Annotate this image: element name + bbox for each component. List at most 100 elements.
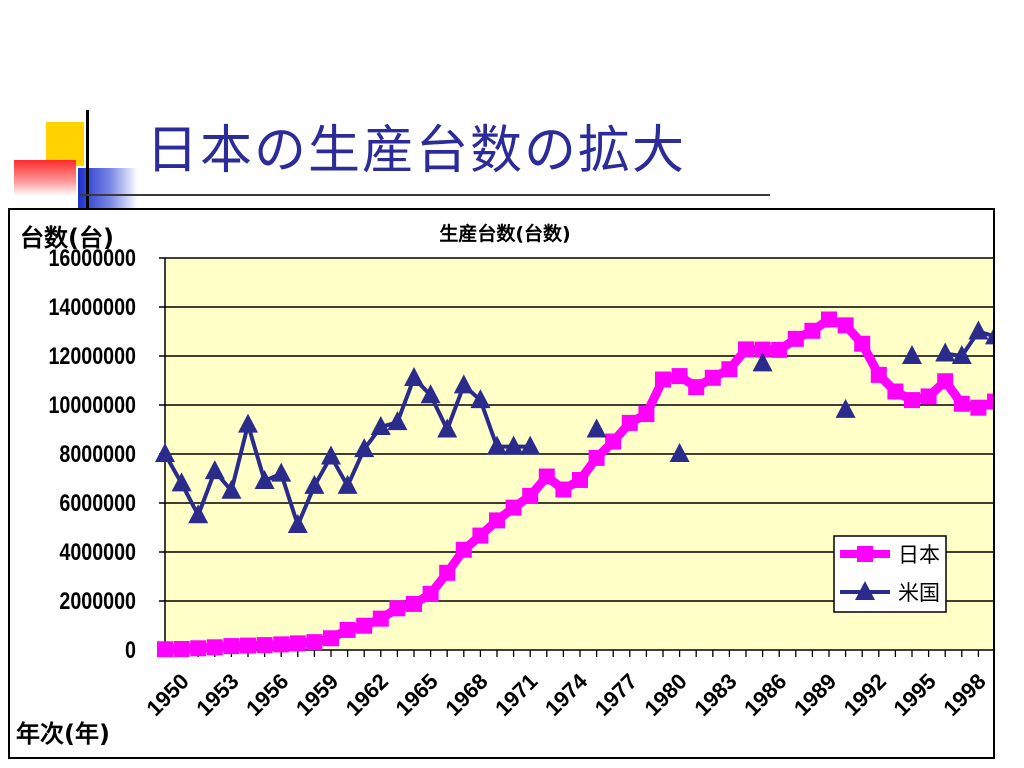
y-tick-label: 8000000 <box>59 440 136 467</box>
data-point-japan <box>223 638 240 655</box>
x-tick-label: 1950 <box>142 669 194 721</box>
legend-box <box>833 535 947 613</box>
data-point-japan <box>289 635 306 652</box>
data-point-japan <box>721 361 738 378</box>
data-point-japan <box>588 449 605 466</box>
data-point-japan <box>671 368 688 385</box>
y-tick-label: 16000000 <box>48 244 136 271</box>
data-point-usa <box>287 514 308 534</box>
data-point-japan <box>472 527 489 544</box>
data-point-japan <box>771 341 788 358</box>
data-point-usa <box>254 469 275 489</box>
x-tick-label: 1962 <box>341 669 393 721</box>
y-tick-label: 6000000 <box>59 489 136 516</box>
x-tick-label: 1995 <box>889 669 941 721</box>
data-point-japan <box>754 341 771 358</box>
data-point-japan <box>605 433 622 450</box>
data-point-japan <box>240 637 256 654</box>
data-point-usa <box>835 398 856 418</box>
data-point-usa <box>586 418 607 438</box>
data-point-japan <box>273 636 290 653</box>
data-point-japan <box>621 414 638 431</box>
data-point-usa <box>204 460 225 480</box>
series-line-usa <box>944 329 993 358</box>
data-point-japan <box>953 395 970 412</box>
data-point-japan <box>406 595 422 612</box>
data-point-japan <box>887 383 904 400</box>
chart-title: 生産台数(台数) <box>439 222 570 245</box>
data-point-usa <box>902 345 922 364</box>
data-point-usa <box>470 389 491 409</box>
data-point-usa <box>304 474 325 494</box>
data-point-japan <box>704 369 721 386</box>
data-point-japan <box>870 366 887 383</box>
x-tick-label: 1998 <box>938 669 990 721</box>
data-point-usa <box>271 462 292 482</box>
data-point-japan <box>455 541 472 558</box>
x-tick-label: 1968 <box>440 669 492 721</box>
data-point-japan <box>987 393 993 410</box>
x-axis-label: 年次(年) <box>16 720 110 748</box>
data-point-japan <box>339 621 356 638</box>
data-point-usa <box>935 342 956 362</box>
data-point-usa <box>370 416 391 436</box>
slide-title: 日本の生産台数の拡大 <box>146 121 687 181</box>
data-point-japan <box>688 379 705 396</box>
data-point-japan <box>821 311 837 328</box>
data-point-japan <box>638 406 655 423</box>
data-point-japan <box>173 641 190 658</box>
data-point-japan <box>256 637 273 654</box>
y-tick-label: 12000000 <box>48 342 136 369</box>
data-point-japan <box>157 641 173 658</box>
x-tick-label: 1953 <box>191 669 243 721</box>
data-point-usa <box>404 367 424 387</box>
data-point-usa <box>968 320 989 340</box>
data-point-japan <box>655 371 671 388</box>
x-tick-label: 1986 <box>739 669 791 721</box>
title-decor-red-square <box>14 160 76 196</box>
x-tick-label: 1974 <box>540 668 593 721</box>
x-tick-label: 1959 <box>291 669 343 721</box>
data-point-japan <box>920 388 937 405</box>
y-tick-label: 4000000 <box>59 538 136 565</box>
x-tick-label: 1983 <box>689 669 741 721</box>
data-point-usa <box>951 345 972 364</box>
data-point-japan <box>422 585 439 602</box>
data-point-japan <box>505 499 522 516</box>
data-point-japan <box>306 634 323 651</box>
data-point-usa <box>752 352 773 372</box>
data-point-japan <box>356 617 373 634</box>
data-point-japan <box>787 330 804 347</box>
x-tick-label: 1992 <box>839 669 891 721</box>
data-point-japan <box>522 487 539 504</box>
x-tick-label: 1971 <box>490 669 542 721</box>
x-tick-label: 1989 <box>789 669 841 721</box>
data-point-usa <box>420 384 441 404</box>
x-tick-label: 1956 <box>241 669 293 721</box>
legend-marker-usa <box>855 581 875 600</box>
chart-frame: 0 2000000 4000000 6000000 8000000 10000000 120… <box>8 208 995 759</box>
data-point-japan <box>538 468 555 485</box>
y-tick-label: 2000000 <box>59 587 136 614</box>
data-point-japan <box>937 373 954 390</box>
data-point-usa <box>155 443 175 462</box>
data-point-usa <box>437 418 458 438</box>
data-point-japan <box>804 322 821 339</box>
y-tick-label: 14000000 <box>48 293 136 320</box>
y-axis-label: 台数(台) <box>20 224 114 252</box>
data-point-japan <box>372 610 389 627</box>
data-point-usa <box>503 435 524 455</box>
data-point-usa <box>238 413 258 433</box>
data-point-usa <box>985 329 993 345</box>
data-point-japan <box>738 341 754 358</box>
data-point-usa <box>387 411 408 431</box>
production-chart: 0 2000000 4000000 6000000 8000000 10000000 120… <box>16 222 993 748</box>
data-point-usa <box>487 435 507 455</box>
data-point-usa <box>669 443 690 462</box>
data-point-usa <box>188 504 209 524</box>
data-point-japan <box>854 335 871 352</box>
y-tick-label: 10000000 <box>48 391 136 418</box>
x-tick-label: 1965 <box>391 669 443 721</box>
data-point-usa <box>321 445 341 465</box>
data-point-usa <box>520 435 541 455</box>
